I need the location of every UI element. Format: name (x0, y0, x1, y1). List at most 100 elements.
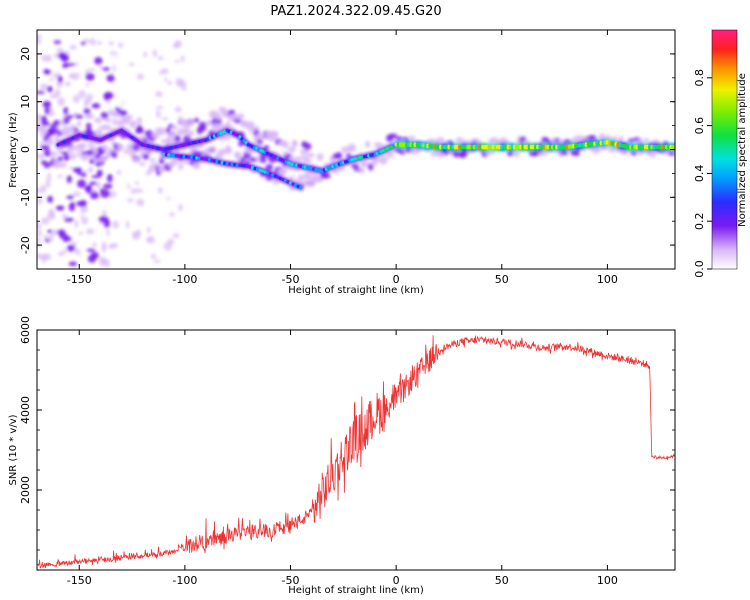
band-blob (357, 168, 366, 174)
noise-blob (163, 219, 170, 226)
noise-blob (78, 231, 84, 236)
x-tick-label: 50 (495, 574, 509, 587)
band-blob (263, 145, 270, 150)
band-blob (287, 146, 296, 154)
noise-blob (47, 195, 54, 203)
snr-frame (36, 329, 676, 571)
noise-blob (40, 144, 51, 150)
noise-blob (172, 44, 179, 49)
noise-blob (98, 216, 109, 223)
band-blob (588, 134, 597, 141)
noise-blob (145, 172, 150, 176)
band-blob (171, 125, 178, 131)
band-blob (132, 157, 141, 163)
noise-blob (60, 54, 70, 62)
noise-blob (167, 37, 174, 43)
band-blob (97, 156, 106, 163)
noise-blob (64, 81, 71, 87)
noise-blob (89, 37, 96, 46)
noise-blob (68, 166, 74, 170)
band-blob (395, 136, 403, 142)
ridge2-core (225, 162, 229, 166)
ridge2-core (271, 173, 275, 177)
x-tick-label: -100 (172, 574, 197, 587)
y-tick-label: 2000 (19, 476, 32, 504)
ridge2-core (255, 167, 260, 172)
noise-blob (150, 253, 157, 260)
noise-blob (48, 78, 55, 82)
noise-blob (127, 198, 134, 203)
band-blob (66, 114, 74, 120)
noise-blob (38, 253, 48, 261)
noise-blob (85, 73, 95, 81)
ridge2-core (283, 178, 288, 183)
noise-blob (117, 42, 124, 48)
noise-blob (101, 245, 107, 253)
ridge2-core (230, 162, 234, 167)
noise-blob (56, 47, 64, 53)
band-blob (341, 146, 350, 153)
noise-blob (166, 196, 171, 201)
colorbar-tick-label: 0.0 (693, 260, 706, 278)
noise-blob (100, 189, 111, 198)
band-blob (192, 161, 201, 170)
band-blob (54, 134, 60, 142)
band-blob (300, 180, 308, 185)
band-blob (62, 125, 71, 134)
band-blob (185, 130, 195, 137)
noise-blob (85, 69, 89, 73)
band-blob (192, 150, 201, 156)
ridge2-core (207, 158, 211, 162)
ridge2-core (276, 175, 280, 179)
noise-blob (157, 56, 164, 61)
band-blob (237, 113, 245, 119)
noise-blob (135, 105, 142, 110)
noise-blob (98, 84, 103, 88)
noise-blob (106, 99, 111, 105)
noise-blob (55, 205, 65, 211)
band-blob (199, 125, 207, 132)
noise-blob (47, 229, 53, 234)
noise-blob (89, 181, 98, 186)
noise-blob (79, 205, 89, 213)
ridge2-core (202, 157, 206, 161)
noise-blob (78, 89, 86, 99)
ridge2-core (261, 169, 265, 173)
noise-blob (66, 195, 75, 200)
noise-blob (164, 77, 168, 82)
noise-blob (37, 229, 42, 237)
x-tick-label: -100 (172, 273, 197, 286)
ridge-core (236, 133, 240, 137)
noise-blob (40, 115, 47, 123)
band-blob (265, 163, 274, 171)
noise-blob (108, 40, 114, 46)
noise-blob (37, 222, 40, 226)
noise-blob (105, 259, 110, 268)
band-blob (78, 142, 87, 150)
ridge2-core (296, 184, 300, 189)
ridge2-core (217, 160, 222, 164)
noise-blob (65, 62, 76, 67)
noise-blob (142, 221, 148, 228)
ridge2-core (281, 177, 285, 182)
band-blob (347, 143, 356, 151)
colorbar-bar (711, 29, 738, 270)
snr-panel: -150 -100 -50 0 50 100 2000 4000 6000 Height of … (8, 316, 676, 596)
band-blob (63, 153, 70, 161)
noise-blob (102, 170, 107, 175)
noise-blob (155, 109, 161, 119)
noise-blob (163, 199, 167, 205)
noise-blob (172, 233, 180, 239)
y-tick-label: 20 (19, 47, 32, 61)
noise-blob (120, 256, 126, 261)
band-blob (372, 156, 382, 163)
noise-blob (102, 183, 113, 189)
noise-blob (92, 242, 97, 248)
ridge2-core (197, 156, 201, 160)
noise-blob (37, 139, 40, 144)
y-tick-label: 10 (19, 95, 32, 109)
noise-blob (68, 261, 78, 267)
noise-blob (57, 75, 63, 84)
band-blob (94, 117, 103, 124)
